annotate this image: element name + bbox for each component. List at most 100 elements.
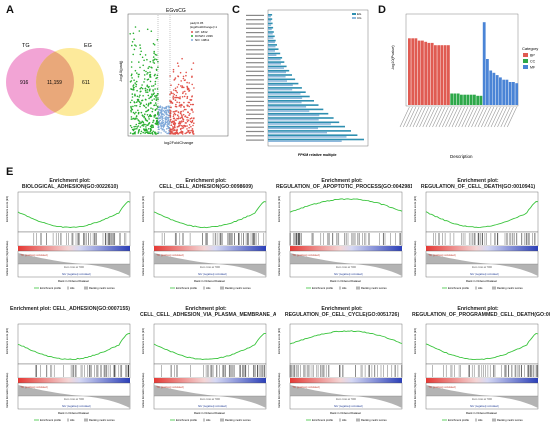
volcano-point <box>177 75 180 78</box>
volcano-point <box>146 91 149 93</box>
volcano-point <box>170 92 173 95</box>
volcano-point <box>148 114 151 117</box>
volcano-point <box>137 131 140 133</box>
volcano-point <box>172 97 174 99</box>
volcano-point <box>147 86 150 89</box>
volcano-legend-padj: padj<0.05 <box>190 21 204 25</box>
gsea-rank-ylabel: Ranked list metric (Signal2Noise) <box>6 372 9 408</box>
volcano-point <box>189 117 192 120</box>
bar-gene-label <box>246 27 264 29</box>
volcano-point <box>150 66 152 68</box>
go-bar <box>486 59 489 105</box>
gsea-zero-label: Zero cross at 7000 <box>336 266 357 269</box>
gsea-legend-rank-swatch <box>356 286 360 290</box>
volcano-point <box>149 71 151 73</box>
volcano-point <box>154 53 157 56</box>
volcano-point <box>162 107 164 109</box>
bar-cg <box>268 106 307 108</box>
volcano-point <box>154 109 157 111</box>
gsea-pos-label: 'TG' (positively correlated) <box>428 254 456 257</box>
volcano-point <box>134 93 136 96</box>
volcano-point <box>186 116 188 119</box>
go-term-label <box>507 106 517 128</box>
volcano-point <box>130 126 133 129</box>
volcano-point <box>179 96 181 98</box>
gsea-plot-title: Enrichment plot: REGULATION_OF_APOPTOTIC… <box>276 178 415 190</box>
volcano-point <box>182 113 185 116</box>
volcano-point <box>163 130 165 132</box>
go-chart-legend: Category BP CC MF <box>522 46 538 70</box>
volcano-point <box>183 101 185 104</box>
go-legend-bp-swatch <box>523 53 528 57</box>
volcano-point <box>156 74 159 77</box>
volcano-point <box>183 95 186 98</box>
volcano-point <box>173 120 175 123</box>
volcano-point <box>174 105 177 108</box>
bar-gene-label <box>246 57 264 59</box>
volcano-point <box>159 105 162 107</box>
volcano-point <box>135 116 138 118</box>
volcano-point <box>155 94 158 97</box>
volcano-point <box>143 129 145 131</box>
volcano-point <box>191 76 193 78</box>
bar-eg <box>268 78 296 81</box>
gsea-plot: Enrichment plot: REGULATION_OF_CELL_DEAT… <box>412 176 544 302</box>
volcano-point <box>135 105 138 107</box>
gsea-hits-frame <box>17 363 131 379</box>
volcano-point <box>136 126 139 128</box>
gsea-rank-area <box>154 253 266 276</box>
go-term-label <box>494 106 504 128</box>
volcano-point <box>161 118 163 121</box>
volcano-point <box>135 85 137 88</box>
bar-cg <box>268 67 284 69</box>
volcano-point <box>145 99 147 101</box>
gsea-rank-gradient <box>290 246 402 251</box>
volcano-point <box>154 131 156 133</box>
volcano-point <box>159 106 162 109</box>
volcano-point <box>133 101 135 103</box>
go-term-label <box>471 106 482 128</box>
volcano-point <box>139 126 142 128</box>
volcano-point <box>186 104 188 106</box>
bar-eg <box>268 65 287 68</box>
volcano-point <box>167 126 169 128</box>
go-term-label <box>445 106 456 128</box>
volcano-point <box>179 97 181 100</box>
bar-cg <box>268 63 281 65</box>
volcano-point <box>153 92 155 94</box>
volcano-point <box>191 130 194 132</box>
volcano-point <box>187 131 190 133</box>
gsea-legend-rank-swatch <box>492 418 496 422</box>
volcano-point <box>131 133 134 135</box>
bar-gene-label <box>246 36 264 38</box>
bar-cg <box>268 20 272 22</box>
volcano-point <box>130 111 132 113</box>
gsea-es-ylabel: Enrichment score (ES) <box>277 196 281 222</box>
volcano-point <box>162 120 164 122</box>
volcano-point <box>150 129 152 131</box>
volcano-point <box>131 73 133 75</box>
volcano-point <box>177 96 179 99</box>
go-bar <box>417 40 421 105</box>
venn-right-count: 611 <box>82 80 90 86</box>
volcano-point <box>155 96 157 98</box>
volcano-point <box>132 105 134 108</box>
volcano-point <box>186 85 188 88</box>
volcano-point <box>145 103 148 106</box>
gsea-rank-area <box>290 253 402 276</box>
panel-label-a: A <box>6 4 14 16</box>
gsea-legend-rank: Ranking metric scores <box>361 418 387 422</box>
go-term-label <box>435 106 446 128</box>
volcano-point <box>151 93 153 95</box>
gsea-es-frame <box>289 191 403 233</box>
volcano-point <box>140 130 143 133</box>
volcano-point <box>130 118 133 120</box>
volcano-point <box>155 99 158 102</box>
gsea-zero-label: Zero cross at 7000 <box>472 266 493 269</box>
bar-cg <box>268 101 302 104</box>
bar-cg <box>268 97 303 99</box>
volcano-point <box>172 89 175 91</box>
gsea-xlabel: Rank in Ordered Dataset <box>194 411 225 415</box>
volcano-point <box>173 112 176 115</box>
volcano-frame <box>127 13 229 137</box>
